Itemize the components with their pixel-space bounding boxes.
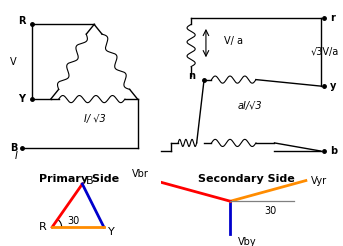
- Text: Vbr: Vbr: [132, 169, 149, 179]
- Text: V: V: [9, 57, 16, 67]
- Text: √3V/a: √3V/a: [311, 47, 339, 57]
- Text: R: R: [38, 222, 46, 232]
- Text: r: r: [330, 13, 335, 23]
- Text: aI/√3: aI/√3: [238, 101, 263, 111]
- Text: B: B: [10, 143, 17, 153]
- Text: 30: 30: [264, 206, 276, 216]
- Text: R: R: [18, 16, 25, 26]
- Text: y: y: [330, 81, 336, 91]
- Text: I/ √3: I/ √3: [84, 114, 106, 123]
- Text: 30: 30: [67, 216, 79, 226]
- Text: b: b: [330, 146, 337, 156]
- Text: B: B: [86, 176, 93, 185]
- Text: I: I: [15, 151, 17, 161]
- Text: V/ a: V/ a: [224, 36, 244, 46]
- Text: Secondary Side: Secondary Side: [198, 174, 295, 184]
- Text: Vyr: Vyr: [311, 176, 328, 185]
- Text: Primary Side: Primary Side: [39, 174, 119, 184]
- Text: Y: Y: [108, 227, 115, 237]
- Text: Y: Y: [19, 94, 25, 104]
- Text: Vby: Vby: [238, 237, 256, 246]
- Text: n: n: [188, 71, 195, 81]
